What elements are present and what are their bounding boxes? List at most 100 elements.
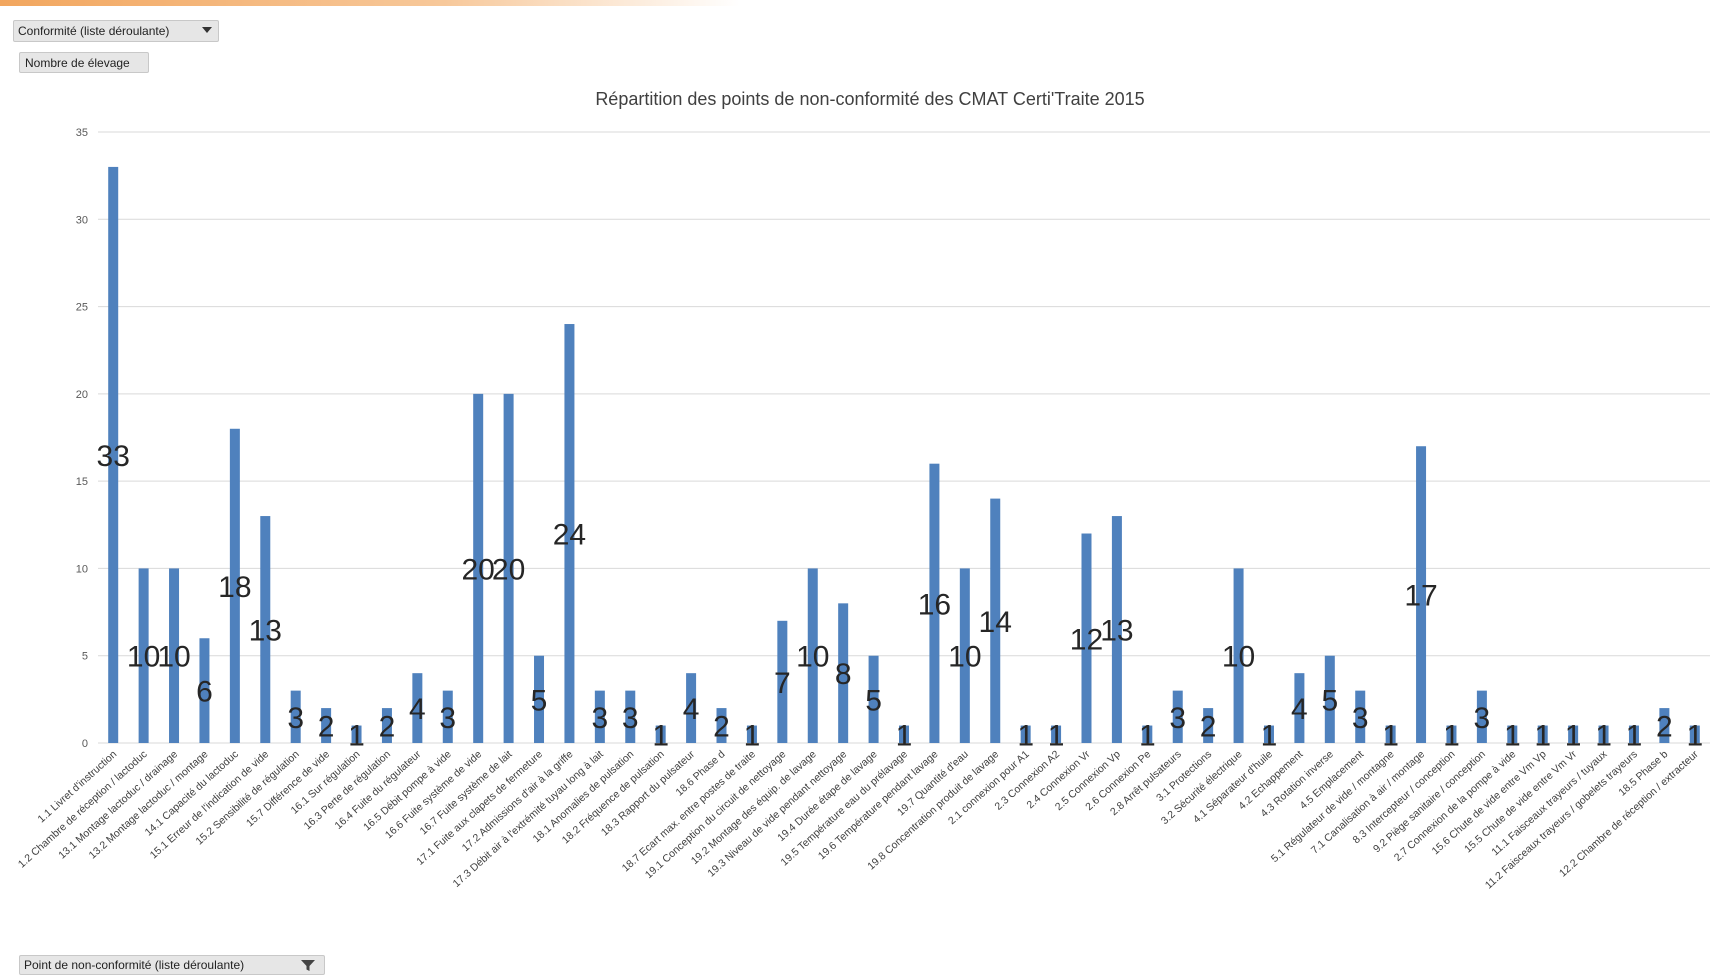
data-label: 17 (1404, 580, 1437, 613)
bar (1659, 708, 1670, 743)
bar (777, 620, 788, 743)
data-label: 1 (744, 719, 761, 752)
bar (1294, 673, 1305, 743)
bar (1355, 690, 1366, 743)
bar (1081, 533, 1092, 743)
data-label: 16 (918, 588, 951, 621)
bar (1507, 725, 1518, 743)
data-label: 12 (1070, 623, 1103, 656)
x-tick-label: 1.2 Chambre de réception / lactoduc (16, 748, 150, 870)
bar (1172, 690, 1183, 743)
data-label: 1 (1048, 719, 1065, 752)
bar (716, 708, 727, 743)
data-label: 18 (218, 571, 251, 604)
data-label: 5 (1321, 684, 1338, 717)
bar (929, 463, 940, 743)
y-tick-label: 5 (82, 651, 88, 663)
data-label: 24 (553, 519, 586, 552)
data-label: 3 (1352, 702, 1369, 735)
data-label: 4 (683, 693, 700, 726)
data-label: 3 (1474, 702, 1491, 735)
data-label: 3 (287, 702, 304, 735)
bar (108, 166, 119, 743)
gridlines (98, 131, 1710, 744)
data-label: 1 (1565, 719, 1582, 752)
bar (1628, 725, 1639, 743)
data-label: 3 (1169, 702, 1186, 735)
data-label: 20 (462, 553, 495, 586)
bar (351, 725, 362, 743)
bar (1537, 725, 1548, 743)
y-tick-label: 0 (82, 738, 88, 750)
bar (1203, 708, 1214, 743)
y-tick-label: 30 (76, 214, 88, 226)
axis-filter-label: Point de non-conformité (liste déroulant… (24, 958, 245, 972)
data-label: 2 (713, 711, 730, 744)
data-label: 10 (127, 641, 160, 674)
data-label: 1 (1139, 719, 1156, 752)
data-label: 1 (1534, 719, 1551, 752)
data-label: 1 (1686, 719, 1703, 752)
bar (138, 568, 149, 743)
data-label: 10 (157, 641, 190, 674)
bar (1233, 568, 1244, 743)
data-label: 1 (652, 719, 669, 752)
axis-filter-dropdown[interactable]: Point de non-conformité (liste déroulant… (19, 955, 325, 975)
data-label: 5 (531, 684, 548, 717)
bar (473, 393, 484, 743)
bar-chart: Répartition des points de non-conformité… (16, 89, 1710, 892)
bar (442, 690, 453, 743)
bar (1142, 725, 1153, 743)
data-label: 5 (865, 684, 882, 717)
bar (594, 690, 605, 743)
bar (229, 428, 240, 743)
bar (899, 725, 909, 743)
data-label: 7 (774, 667, 791, 700)
bar (990, 498, 1001, 743)
chevron-down-icon[interactable] (202, 27, 212, 33)
data-label: 4 (1291, 693, 1308, 726)
report-filter-label: Conformité (liste déroulante) (18, 24, 170, 38)
values-field-label: Nombre de élevage (25, 55, 130, 70)
data-label: 4 (409, 693, 426, 726)
data-label: 13 (1100, 615, 1133, 648)
data-label: 2 (379, 711, 396, 744)
chart-title: Répartition des points de non-conformité… (595, 89, 1144, 109)
y-tick-label: 15 (76, 476, 88, 488)
data-label: 1 (1504, 719, 1521, 752)
bar (1416, 446, 1427, 743)
bar (838, 603, 849, 743)
y-tick-label: 25 (76, 302, 88, 314)
bar (169, 568, 180, 743)
filter-funnel-icon[interactable] (300, 959, 316, 972)
data-label: 20 (492, 553, 525, 586)
data-label: 10 (796, 641, 829, 674)
bar (655, 725, 666, 743)
data-label: 1 (1261, 719, 1278, 752)
bar (686, 673, 697, 743)
data-label: 1 (1595, 719, 1612, 752)
data-label: 6 (196, 676, 213, 709)
bar (412, 673, 423, 743)
data-label: 33 (97, 440, 130, 473)
bar (534, 655, 545, 743)
data-label: 1 (1382, 719, 1399, 752)
bar (503, 393, 514, 743)
data-label: 3 (622, 702, 639, 735)
data-label: 1 (1443, 719, 1460, 752)
bar (1051, 725, 1062, 743)
data-label: 2 (1200, 711, 1217, 744)
bar (807, 568, 818, 743)
bar (1263, 725, 1274, 743)
bar (746, 725, 757, 743)
y-tick-label: 20 (76, 389, 88, 401)
report-filter-dropdown[interactable]: Conformité (liste déroulante) (13, 20, 219, 42)
data-label: 10 (1222, 641, 1255, 674)
values-field-button[interactable]: Nombre de élevage (19, 52, 149, 73)
data-label: 1 (1626, 719, 1643, 752)
data-label: 1 (1017, 719, 1034, 752)
bar-series (108, 166, 1700, 743)
bar (564, 324, 575, 743)
